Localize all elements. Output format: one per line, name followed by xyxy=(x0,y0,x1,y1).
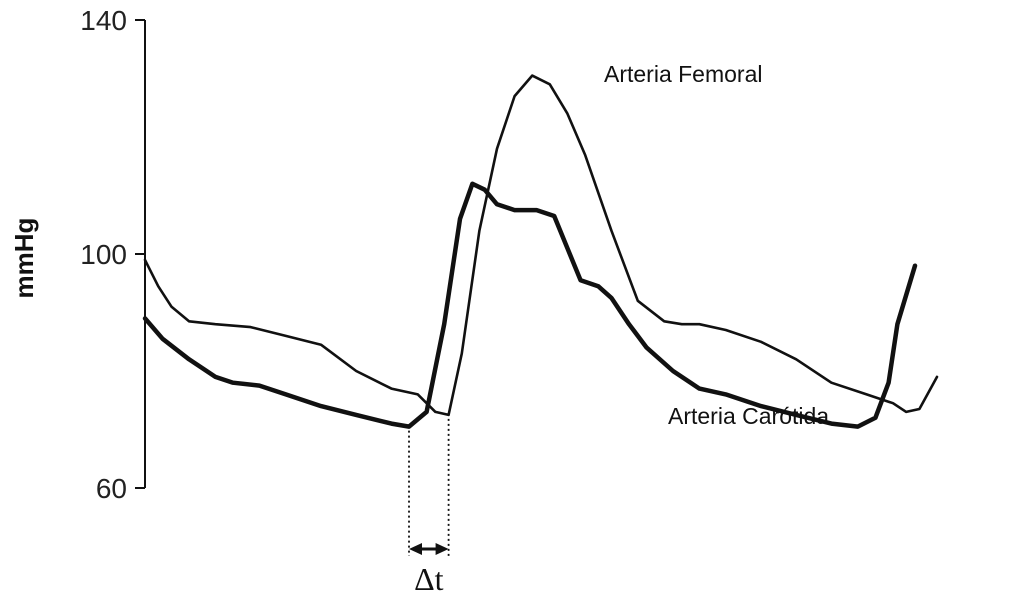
delta-arrow-head-left xyxy=(409,543,422,555)
delta-arrow-head-right xyxy=(435,543,449,555)
y-axis-title: mmHg xyxy=(9,218,39,299)
delta-t-annotation: Δt xyxy=(408,418,450,596)
series-label-0: Arteria Carótida xyxy=(668,403,829,429)
series-line-1 xyxy=(143,74,939,417)
series-line-0 xyxy=(142,181,918,429)
y-tick-label: 140 xyxy=(80,5,127,36)
y-tick-label: 60 xyxy=(96,473,127,504)
series-labels: Arteria Carótida Arteria Femoral xyxy=(604,61,829,429)
y-ticks: 60 100 140 xyxy=(80,5,145,504)
series-lines xyxy=(142,74,939,429)
series-label-1: Arteria Femoral xyxy=(604,61,762,87)
delta-t-label: Δt xyxy=(414,561,444,596)
y-tick-label: 100 xyxy=(80,239,127,270)
